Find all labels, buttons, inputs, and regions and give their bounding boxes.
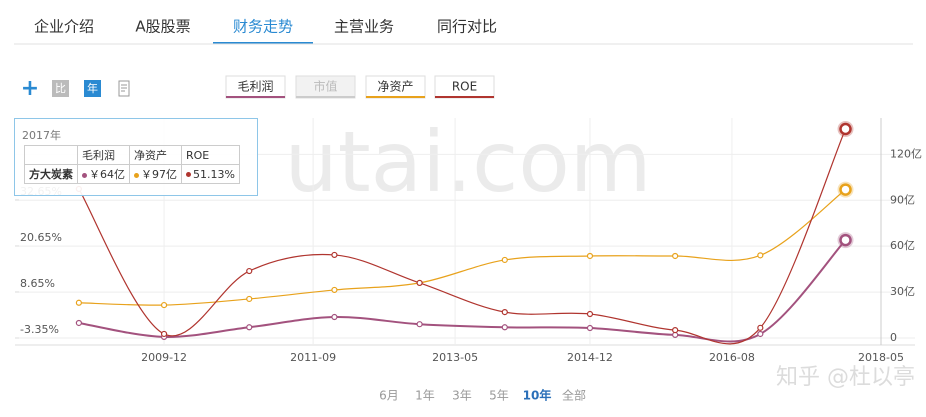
credit: 知乎 @杜以亭 [776, 365, 915, 390]
tab[interactable]: 主营业务 [334, 18, 394, 36]
data-point [839, 122, 852, 136]
tab[interactable]: 企业介绍 [34, 18, 94, 36]
y2-tick-label: 120亿 [890, 147, 922, 160]
range-button[interactable]: 10年 [523, 388, 552, 403]
data-point [160, 301, 168, 309]
legend-underline [296, 96, 355, 98]
range-button[interactable]: 6月 [379, 389, 399, 403]
tooltip-header: ROE [181, 145, 240, 165]
data-point [757, 252, 764, 259]
range-button[interactable]: 3年 [452, 389, 472, 403]
data-point [246, 267, 253, 275]
data-point [160, 330, 168, 338]
data-point [246, 324, 253, 331]
tooltip-company: 方大炭素 [24, 164, 78, 184]
legend-label[interactable]: 市值 [313, 79, 337, 94]
range-button[interactable]: 5年 [489, 389, 509, 403]
tooltip-cell: ￥64亿 [77, 164, 130, 184]
y-tick-label: -3.35% [20, 323, 59, 336]
add-button[interactable]: + [21, 76, 39, 101]
data-point [331, 251, 338, 259]
data-point [331, 313, 338, 321]
data-point [75, 319, 82, 327]
series-line [78, 239, 847, 343]
y2-tick-label: 30亿 [890, 285, 915, 298]
y-tick-label: 20.65% [20, 231, 62, 244]
data-point [246, 295, 253, 303]
doc-icon[interactable] [118, 80, 130, 97]
y-tick-label: 8.65% [20, 277, 55, 290]
data-point [75, 299, 82, 306]
y2-tick-label: 90亿 [890, 193, 915, 206]
year-button[interactable]: 年 [87, 81, 98, 95]
x-tick-label: 2009-12 [141, 351, 187, 364]
legend-label[interactable]: ROE [452, 80, 477, 94]
tooltip-value: ￥64亿 [89, 168, 125, 181]
legend-label[interactable]: 毛利润 [237, 80, 273, 94]
tab[interactable]: 财务走势 [233, 18, 293, 36]
watermark: utai.com [284, 113, 651, 211]
data-point [839, 233, 852, 247]
tooltip-period: 2017年 [22, 129, 61, 142]
tab[interactable]: A股股票 [135, 18, 190, 36]
x-tick-label: 2016-08 [709, 351, 755, 364]
tooltip-value: ￥97亿 [141, 168, 177, 181]
data-point [416, 321, 423, 328]
tooltip-header: 毛利润 [77, 145, 130, 165]
data-point [672, 327, 679, 334]
tooltip-header: 净资产 [129, 145, 182, 165]
series-line [78, 189, 846, 306]
range-button[interactable]: 1年 [415, 389, 435, 403]
compare-bg [52, 80, 69, 97]
data-point [416, 279, 423, 287]
tooltip-table: 毛利润 净资产 ROE 方大炭素 ￥64亿 ￥97亿 51.13% [24, 145, 240, 184]
legend-underline [226, 96, 285, 98]
data-point [331, 286, 338, 294]
data-point [501, 256, 508, 264]
x-tick-label: 2011-09 [290, 351, 336, 364]
tooltip: 2017年 毛利润 净资产 ROE 方大炭素 ￥64亿 ￥97亿 51.13% [14, 118, 258, 196]
y2-tick-label: 60亿 [890, 239, 915, 252]
data-point [757, 324, 764, 331]
data-point [672, 252, 679, 260]
x-tick-label: 2013-05 [432, 351, 478, 364]
data-point [586, 310, 594, 318]
x-tick-label: 2014-12 [567, 351, 613, 364]
y2-tick-label: 0 [890, 331, 897, 344]
data-point [501, 308, 508, 316]
legend-underline [366, 96, 425, 98]
tooltip-value: 51.13% [193, 167, 235, 181]
data-point [586, 324, 594, 332]
data-point [839, 183, 852, 196]
legend-label[interactable]: 净资产 [377, 80, 413, 94]
x-tick-label: 2018-05 [858, 351, 904, 364]
tab[interactable]: 同行对比 [437, 18, 497, 36]
range-button[interactable]: 全部 [562, 388, 586, 403]
data-point [586, 252, 594, 260]
data-point [501, 324, 508, 331]
tab-underline [213, 42, 313, 44]
tooltip-cell: 51.13% [181, 164, 240, 184]
year-bg [84, 80, 101, 97]
legend-underline [435, 96, 494, 98]
tooltip-cell [24, 145, 78, 165]
data-point [757, 330, 764, 338]
tooltip-cell: ￥97亿 [129, 164, 182, 184]
compare-button[interactable]: 比 [55, 82, 66, 95]
series-line [78, 128, 847, 345]
